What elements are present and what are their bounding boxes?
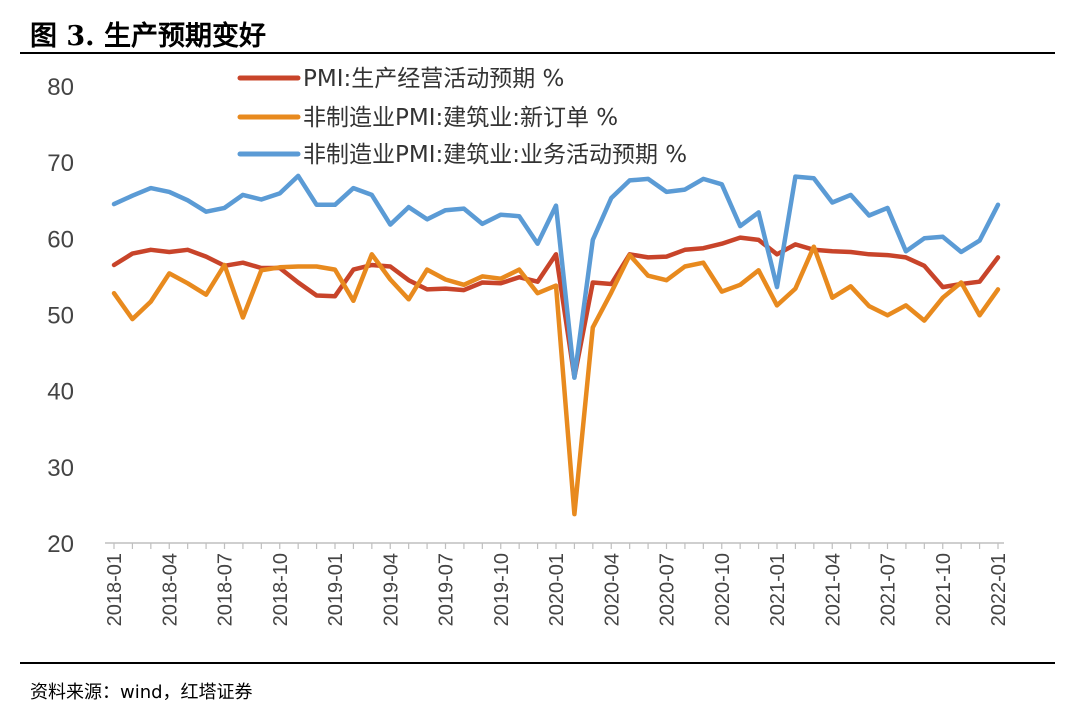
title-rule xyxy=(20,52,1055,54)
x-tick-label: 2021-07 xyxy=(878,553,900,626)
x-tick-label: 2020-01 xyxy=(546,553,568,626)
x-tick-label: 2022-01 xyxy=(988,553,1010,626)
x-tick-label: 2019-10 xyxy=(491,553,513,626)
x-tick-label: 2018-01 xyxy=(104,553,126,626)
series-line-2 xyxy=(111,244,1001,517)
y-tick-label: 80 xyxy=(47,74,74,101)
x-tick-label: 2019-04 xyxy=(380,553,402,626)
y-tick-label: 50 xyxy=(47,303,74,330)
x-tick-label: 2018-10 xyxy=(270,553,292,626)
chart-title: 图 3. 生产预期变好 xyxy=(30,21,266,52)
y-tick-label: 30 xyxy=(47,455,74,482)
x-tick-label: 2021-04 xyxy=(822,553,844,626)
x-tick-label: 2021-01 xyxy=(767,553,789,626)
legend-label-2: 非制造业PMI:建筑业:新订单 % xyxy=(303,105,618,131)
series-line-3 xyxy=(111,173,1001,380)
y-tick-label: 40 xyxy=(47,379,74,406)
chart-legend: PMI:生产经营活动预期 % 非制造业PMI:建筑业:新订单 % 非制造业PMI:建… xyxy=(237,66,687,168)
legend-label-3: 非制造业PMI:建筑业:业务活动预期 % xyxy=(303,142,687,168)
x-tick-label: 2018-04 xyxy=(159,553,181,626)
x-tick-label: 2021-10 xyxy=(933,553,955,626)
source-note: 资料来源：wind，红塔证券 xyxy=(30,682,253,703)
chart-axes: 20 30 40 50 60 70 80 2018-01 2018-04 2018-07 2018-… xyxy=(47,74,1010,626)
x-tick-label: 2020-04 xyxy=(601,553,623,626)
y-tick-label: 60 xyxy=(47,226,74,253)
x-tick-label: 2018-07 xyxy=(215,553,237,626)
series-line-1 xyxy=(111,235,1001,380)
x-tick-label: 2019-01 xyxy=(325,553,347,626)
footer-rule xyxy=(20,662,1055,664)
x-tick-label: 2020-07 xyxy=(657,553,679,626)
x-tick-label: 2019-07 xyxy=(436,553,458,626)
x-tick-label: 2020-10 xyxy=(712,553,734,626)
y-tick-label: 20 xyxy=(47,531,74,558)
y-tick-label: 70 xyxy=(47,150,74,177)
legend-label-1: PMI:生产经营活动预期 % xyxy=(303,66,564,92)
chart-series xyxy=(111,173,1001,517)
